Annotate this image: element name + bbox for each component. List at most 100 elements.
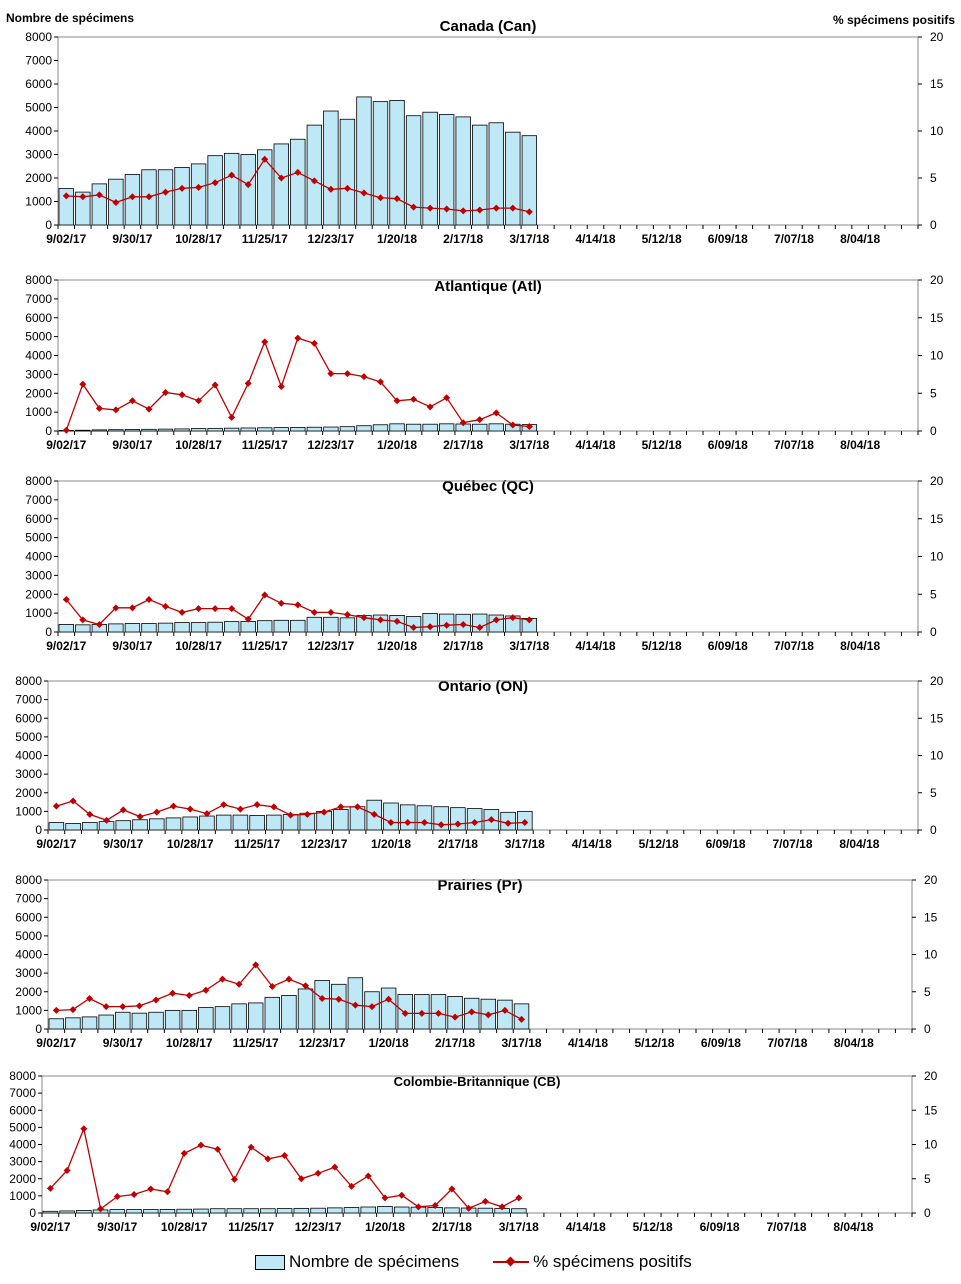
point-percent-positive <box>377 378 384 386</box>
bar-specimens <box>190 622 207 633</box>
y2-tick-label: 15 <box>930 711 944 725</box>
y-tick-label: 6000 <box>25 311 52 325</box>
bar-specimens <box>65 823 81 831</box>
y-tick-label: 3000 <box>15 767 42 781</box>
point-percent-positive <box>247 1143 255 1151</box>
y2-tick-label: 10 <box>930 749 944 763</box>
bar-specimens <box>488 122 504 226</box>
y-tick-label: 8000 <box>9 1069 36 1083</box>
point-percent-positive <box>426 403 434 411</box>
point-percent-positive <box>360 189 368 197</box>
x-tick-label: 2/17/18 <box>443 438 483 452</box>
point-percent-positive <box>86 810 94 818</box>
point-percent-positive <box>211 605 219 613</box>
point-percent-positive <box>492 616 500 624</box>
bar-specimens <box>193 1208 209 1214</box>
x-tick-label: 1/20/18 <box>371 837 411 851</box>
bar-specimens <box>215 814 232 831</box>
y2-tick-label: 0 <box>930 625 937 639</box>
point-percent-positive <box>285 975 293 983</box>
bar-specimens <box>42 1210 59 1214</box>
bar-specimens <box>82 822 98 831</box>
bar-specimens <box>472 613 488 633</box>
bar-specimens <box>157 428 174 432</box>
point-percent-positive <box>195 605 203 613</box>
point-percent-positive <box>360 373 368 381</box>
point-percent-positive <box>277 382 285 390</box>
point-percent-positive <box>230 1175 238 1183</box>
point-percent-positive <box>426 204 434 212</box>
point-percent-positive <box>162 388 169 396</box>
y-tick-label: 1000 <box>15 1003 42 1017</box>
point-percent-positive <box>218 975 226 983</box>
bar-specimens <box>159 1209 176 1214</box>
bar-specimens <box>422 111 438 226</box>
point-percent-positive <box>431 1201 439 1209</box>
bar-specimens <box>339 617 356 633</box>
x-tick-label: 4/14/18 <box>575 438 615 452</box>
point-percent-positive <box>294 168 302 176</box>
point-percent-positive <box>294 334 302 342</box>
bar-specimens <box>182 816 198 831</box>
chart-title: Canada (Can) <box>440 18 537 35</box>
point-percent-positive <box>112 198 120 206</box>
bar-specimens <box>364 991 380 1030</box>
point-percent-positive <box>454 820 462 828</box>
bar-specimens <box>327 1207 343 1214</box>
bar-specimens <box>339 118 356 226</box>
bar-specimens <box>181 1009 197 1030</box>
bar-specimens <box>339 426 356 432</box>
point-percent-positive <box>202 986 210 994</box>
x-tick-label: 4/14/18 <box>566 1220 606 1234</box>
y-tick-label: 2000 <box>15 786 42 800</box>
y2-tick-label: 20 <box>930 273 944 287</box>
x-tick-label: 10/28/17 <box>167 837 214 851</box>
y-tick-label: 1000 <box>25 405 52 419</box>
x-tick-label: 5/12/18 <box>642 438 682 452</box>
bar-specimens <box>198 1007 214 1030</box>
bar-specimens <box>383 802 399 831</box>
bar-specimens <box>65 1017 81 1030</box>
legend-line-swatch <box>493 1255 530 1269</box>
x-tick-label: 1/20/18 <box>377 438 417 452</box>
point-percent-positive <box>459 207 467 215</box>
bar-specimens <box>232 814 249 831</box>
point-percent-positive <box>135 1002 143 1010</box>
y2-tick-label: 0 <box>924 1206 931 1220</box>
point-percent-positive <box>79 193 87 201</box>
x-tick-label: 5/12/18 <box>634 1036 674 1050</box>
point-percent-positive <box>62 192 70 200</box>
point-percent-positive <box>348 1182 356 1190</box>
point-percent-positive <box>79 380 87 388</box>
point-percent-positive <box>102 1003 110 1011</box>
point-percent-positive <box>476 206 484 214</box>
point-percent-positive <box>320 808 328 816</box>
y2-tick-label: 0 <box>930 823 937 837</box>
point-percent-positive <box>476 623 484 631</box>
y2-tick-label: 20 <box>924 873 938 887</box>
bar-specimens <box>249 815 265 831</box>
point-percent-positive <box>310 177 318 185</box>
point-percent-positive <box>261 155 269 163</box>
bar-specimens <box>223 152 240 226</box>
x-tick-label: 7/07/18 <box>767 1036 807 1050</box>
bar-specimens <box>399 804 416 831</box>
point-percent-positive <box>484 1011 492 1019</box>
bar-specimens <box>389 423 405 432</box>
y-tick-label: 5000 <box>9 1120 36 1134</box>
x-tick-label: 3/17/18 <box>509 232 549 246</box>
bar-specimens <box>223 621 240 633</box>
bar-specimens <box>416 805 433 831</box>
bar-specimens <box>91 429 108 432</box>
y2-tick-label: 5 <box>924 1172 931 1186</box>
point-percent-positive <box>145 193 153 201</box>
y-tick-label: 4000 <box>25 349 52 363</box>
bar-specimens <box>247 1002 264 1030</box>
point-percent-positive <box>492 409 500 417</box>
y-tick-label: 7000 <box>15 693 42 707</box>
x-tick-label: 8/04/18 <box>840 438 880 452</box>
point-percent-positive <box>268 983 276 991</box>
point-percent-positive <box>481 1197 489 1205</box>
bar-specimens <box>209 1208 226 1214</box>
point-percent-positive <box>252 961 260 969</box>
